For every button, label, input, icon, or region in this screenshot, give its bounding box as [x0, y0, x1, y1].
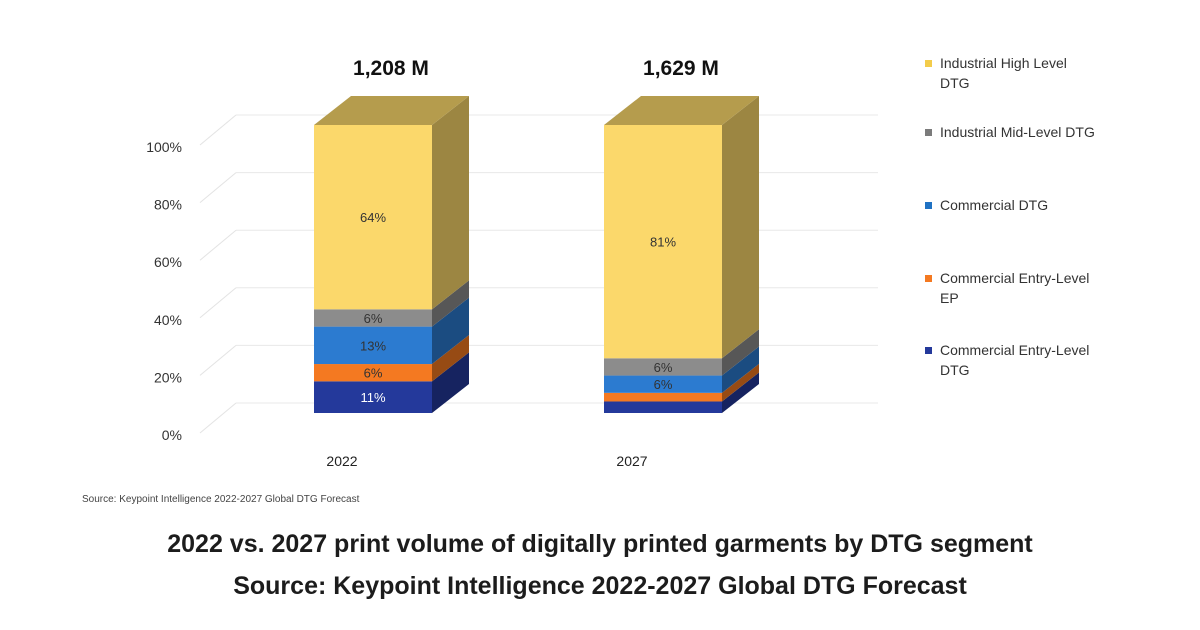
- gridline-slant: [199, 229, 237, 261]
- segment-label: 11%: [360, 390, 385, 405]
- segment-label: 6%: [364, 366, 383, 381]
- legend-swatch: [925, 129, 932, 136]
- gridline-slant: [199, 114, 237, 146]
- legend-entry-label: DTG: [940, 75, 970, 91]
- bar-side-0-2: [432, 297, 469, 365]
- segment-label: 6%: [654, 360, 673, 375]
- legend-entry-label: Commercial DTG: [940, 197, 1048, 213]
- bar-segment-0-1: [314, 364, 432, 382]
- y-tick-label: 60%: [154, 254, 182, 270]
- bar-segment-1-3: [604, 358, 722, 376]
- bar-segment-0-3: [314, 309, 432, 327]
- bar-segment-1-4: [604, 125, 722, 359]
- segment-label: 6%: [364, 311, 383, 326]
- bar-side-0-0: [432, 352, 469, 413]
- bar-top-1: [604, 96, 759, 125]
- legend-entry-label: Commercial Entry-Level: [940, 270, 1089, 286]
- legend-entry-label: EP: [940, 290, 959, 306]
- legend-entry-label: Industrial High Level: [940, 55, 1067, 71]
- bar-total-label: 1,629 M: [643, 57, 719, 80]
- legend-entry-label: Commercial Entry-Level: [940, 342, 1089, 358]
- legend-entry-label: Industrial Mid-Level DTG: [940, 124, 1095, 140]
- y-tick-label: 100%: [146, 139, 182, 155]
- legend-swatch: [925, 347, 932, 354]
- gridline-slant: [199, 287, 237, 319]
- bar-segment-1-0: [604, 401, 722, 413]
- legend-entry-label: DTG: [940, 362, 970, 378]
- x-category-label: 2022: [326, 453, 357, 469]
- bar-side-0-1: [432, 335, 469, 382]
- bar-side-1-4: [722, 96, 759, 359]
- bar-side-1-1: [722, 363, 759, 402]
- segment-label: 81%: [650, 235, 676, 250]
- bar-side-0-4: [432, 96, 469, 310]
- y-tick-label: 20%: [154, 369, 182, 385]
- bar-segment-0-2: [314, 326, 432, 365]
- legend-swatch: [925, 202, 932, 209]
- bar-side-1-2: [722, 346, 759, 393]
- y-tick-label: 40%: [154, 312, 182, 328]
- figure-caption-source: Source: Keypoint Intelligence 2022-2027 …: [233, 572, 967, 600]
- figure-caption-title: 2022 vs. 2027 print volume of digitally …: [167, 530, 1033, 558]
- legend-swatch: [925, 60, 932, 67]
- gridline-slant: [199, 402, 237, 434]
- bar-side-0-3: [432, 280, 469, 327]
- segment-label: 6%: [654, 377, 673, 392]
- y-tick-label: 0%: [162, 427, 182, 443]
- bar-side-1-0: [722, 372, 759, 413]
- segment-label: 13%: [360, 338, 386, 353]
- stacked-bar-chart: 0% 20% 40% 60% 80% 100% 11% 6% 13% 6% 64% 1,208 M 20…: [82, 55, 1095, 505]
- y-tick-label: 80%: [154, 197, 182, 213]
- x-category-label: 2027: [616, 453, 647, 469]
- bar-segment-1-2: [604, 375, 722, 393]
- bar-top-0: [314, 96, 469, 125]
- bar-total-label: 1,208 M: [353, 57, 429, 80]
- bar-side-1-3: [722, 329, 759, 376]
- bar-segment-0-0: [314, 381, 432, 413]
- segment-label: 64%: [360, 210, 386, 225]
- bar-segment-1-1: [604, 392, 722, 402]
- legend-swatch: [925, 275, 932, 282]
- chart-source-note: Source: Keypoint Intelligence 2022-2027 …: [82, 494, 360, 505]
- bar-segment-0-4: [314, 125, 432, 310]
- gridline-slant: [199, 172, 237, 203]
- gridline-slant: [199, 345, 237, 376]
